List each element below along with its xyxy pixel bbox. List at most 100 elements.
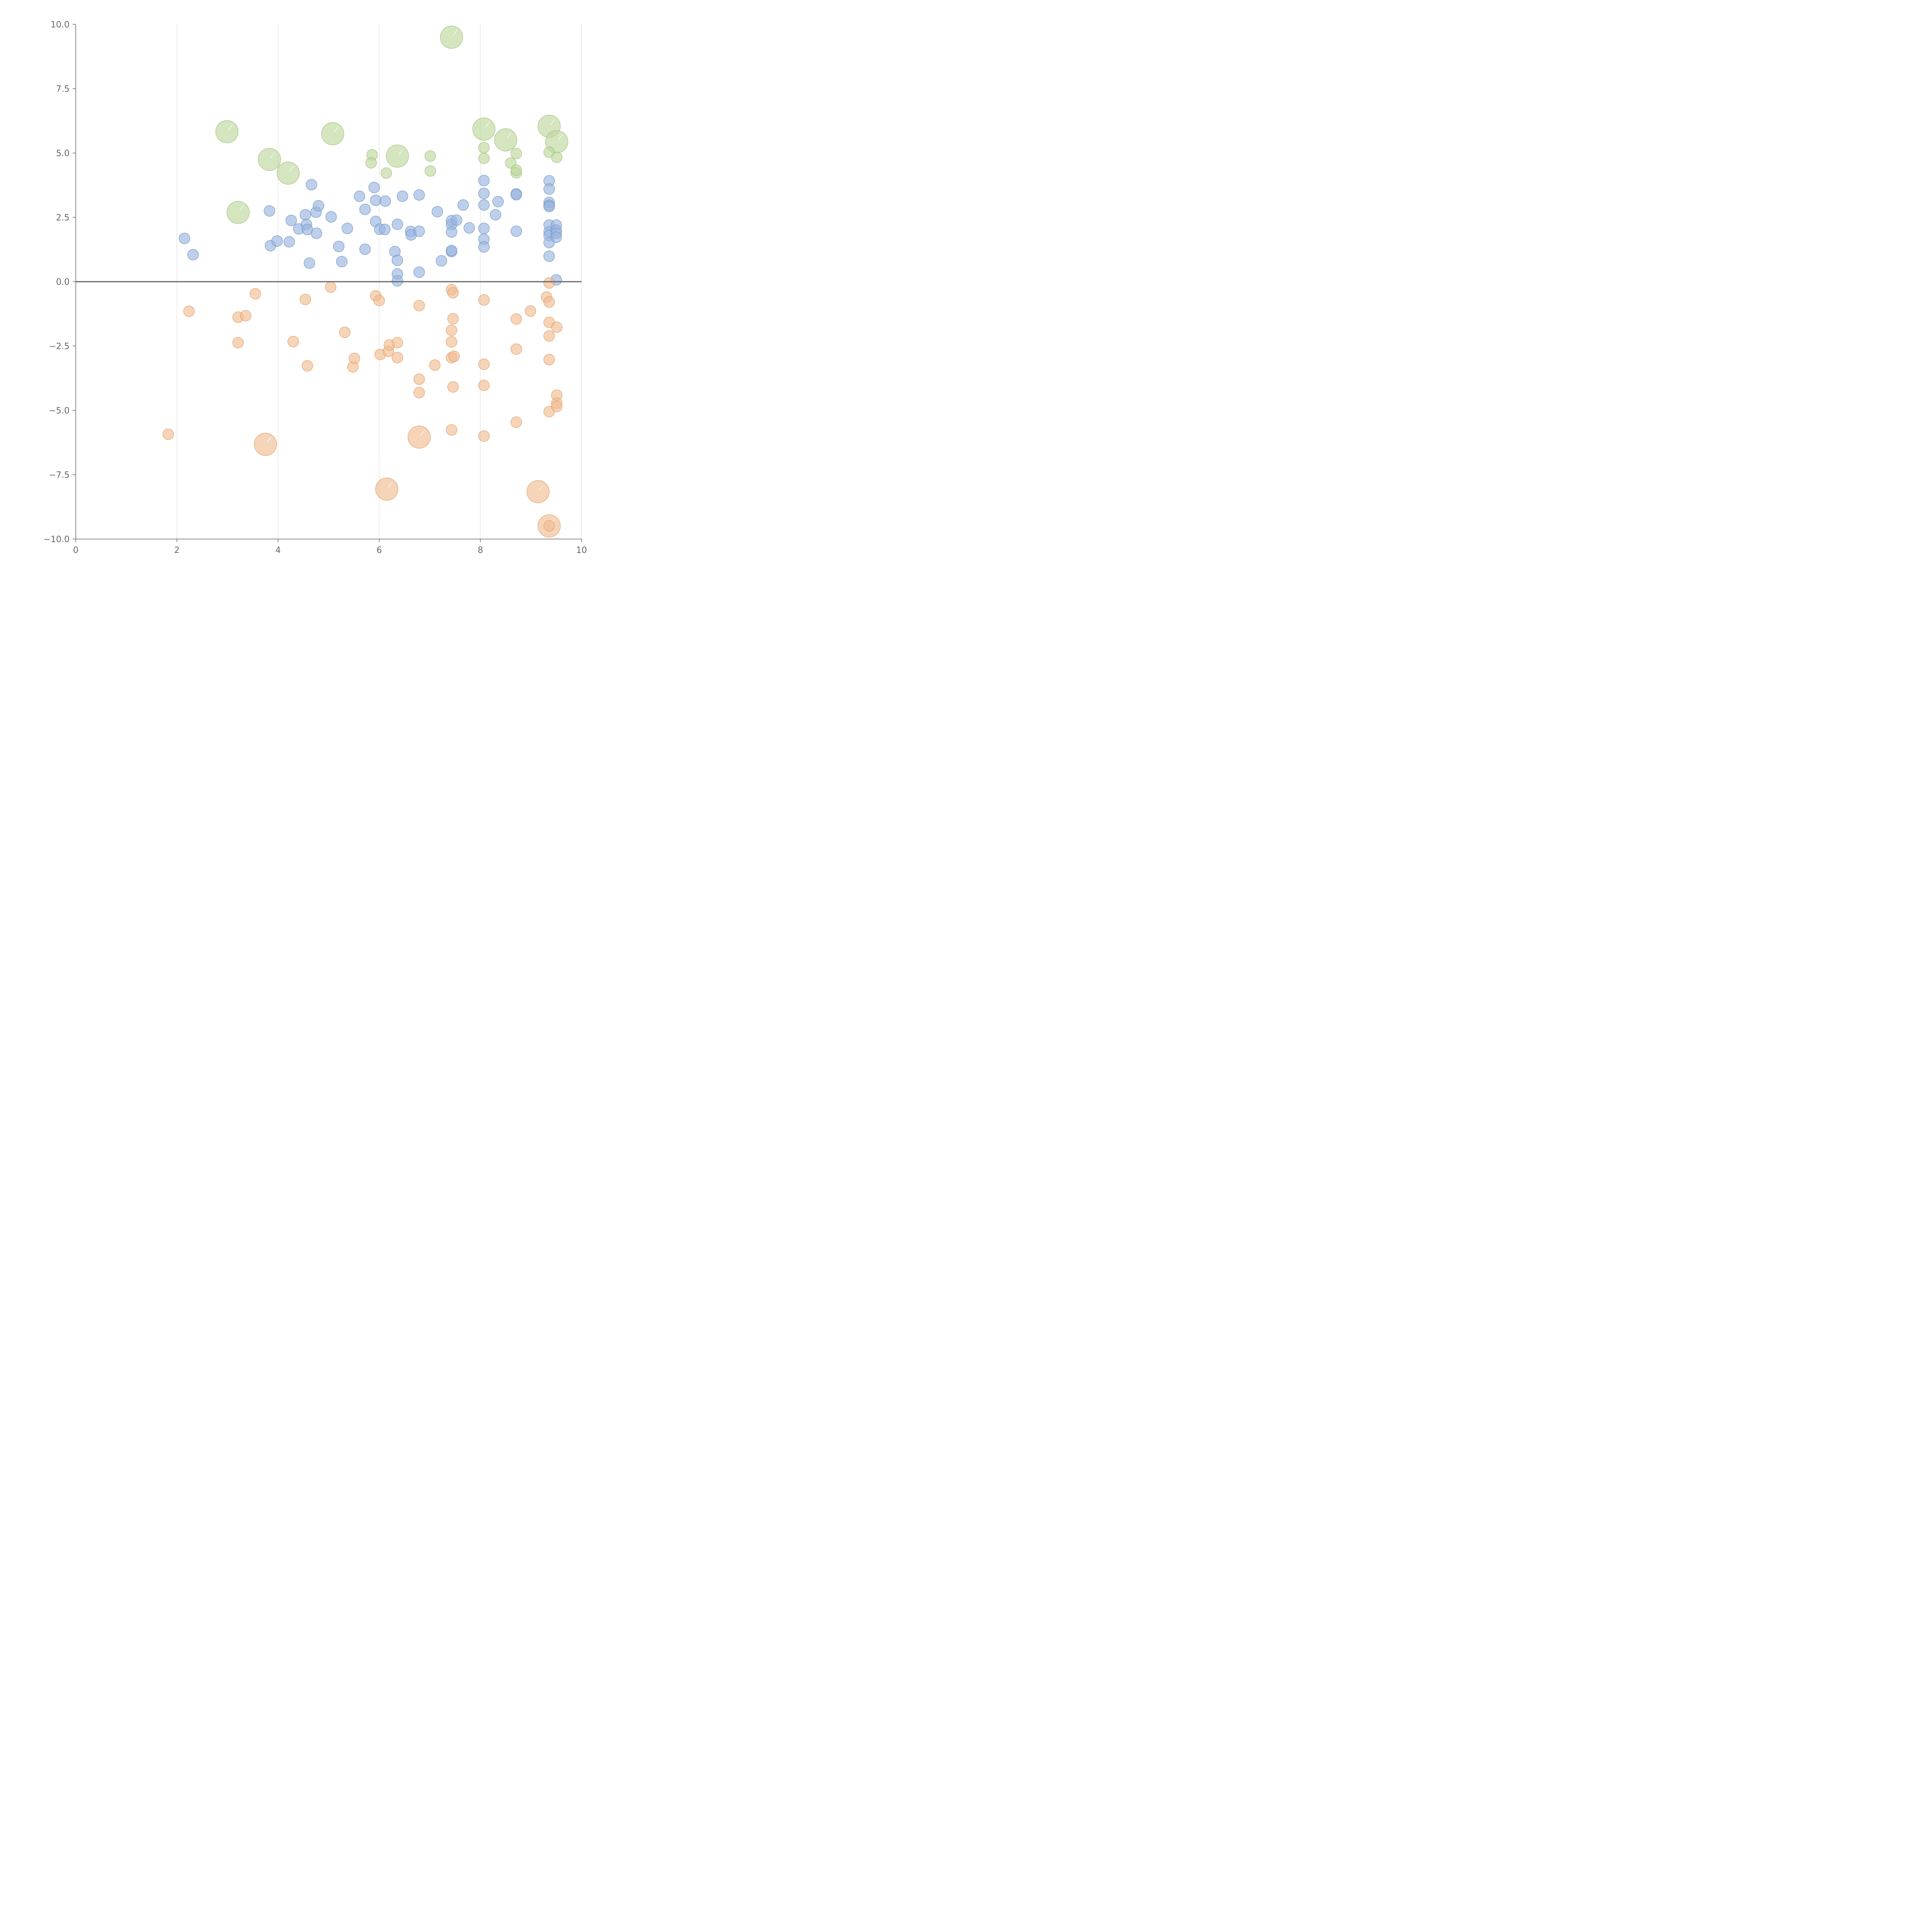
label-leader-line [539, 485, 544, 490]
label-leader-line [550, 119, 555, 125]
x-tick-label: 4 [276, 546, 281, 555]
x-tick-label: 10 [576, 546, 587, 555]
axes-layer: 0 2 4 6 8 10 10.0 7.5 5.0 2.5 0.0 −2.5 −5.0 −7.5 −10.0 [44, 20, 587, 555]
data-point [379, 224, 391, 235]
data-point [240, 310, 252, 321]
data-point [429, 359, 441, 371]
data-point [287, 336, 299, 347]
data-point [375, 478, 398, 501]
data-point [413, 373, 425, 385]
data-point [408, 425, 431, 449]
label-leader-line [289, 166, 294, 172]
data-point [413, 387, 425, 398]
scatter-chart: 0 2 4 6 8 10 10.0 7.5 5.0 2.5 0.0 −2.5 −5.0 −7.5 −10.0 [44, 20, 587, 555]
label-leader-line [270, 152, 275, 158]
data-point [304, 257, 315, 269]
data-point [543, 201, 555, 213]
data-point [478, 175, 490, 187]
y-tick-label: 5.0 [56, 149, 70, 158]
data-point [277, 162, 300, 185]
data-point [413, 266, 425, 278]
data-point [478, 223, 490, 234]
data-point [550, 231, 562, 243]
y-tick-label: −10.0 [44, 535, 70, 544]
data-point [285, 214, 297, 226]
data-point [551, 401, 563, 412]
data-point [440, 26, 463, 49]
data-point [391, 337, 403, 349]
data-point [478, 430, 490, 442]
data-point [510, 313, 522, 325]
data-point [391, 352, 403, 364]
x-tick-label: 8 [478, 546, 483, 555]
data-point [478, 241, 490, 253]
label-leader-line [558, 134, 563, 141]
data-point [448, 350, 460, 362]
x-tick-label: 2 [174, 546, 180, 555]
data-point [478, 359, 490, 370]
data-point [543, 520, 555, 532]
data-point [386, 145, 409, 168]
data-point [478, 294, 490, 306]
data-point [494, 128, 517, 151]
data-point [349, 352, 361, 364]
data-point [543, 330, 555, 342]
data-point [446, 226, 457, 238]
data-point [447, 313, 459, 325]
data-point [226, 201, 250, 224]
data-point [447, 381, 459, 393]
data-point [472, 117, 496, 141]
data-point [490, 209, 502, 221]
label-leader-line [420, 430, 425, 436]
data-point [432, 206, 443, 218]
data-point [336, 256, 348, 267]
y-tick-label: 10.0 [51, 20, 70, 30]
data-point [313, 200, 325, 212]
y-tick-label: −5.0 [49, 406, 70, 416]
data-point [379, 195, 391, 207]
data-point [447, 287, 459, 299]
data-point [380, 167, 392, 179]
data-point [264, 205, 276, 217]
data-point [510, 416, 522, 428]
data-point [525, 305, 536, 317]
data-point [510, 148, 522, 160]
data-point [359, 204, 371, 215]
label-leader-line [398, 149, 403, 155]
data-point [463, 222, 475, 234]
data-point [451, 214, 463, 226]
label-leader-line [228, 124, 233, 131]
data-point [413, 300, 425, 311]
data-point [258, 148, 281, 171]
data-point [551, 151, 563, 163]
data-point [435, 255, 447, 267]
data-point [446, 245, 457, 257]
data-point [311, 228, 322, 239]
data-point [551, 321, 563, 333]
data-point [283, 236, 295, 248]
data-point [543, 277, 555, 289]
data-point [396, 190, 408, 202]
data-point [526, 480, 550, 503]
data-point [446, 325, 457, 336]
data-point [333, 241, 345, 252]
x-tick-label: 0 [73, 546, 78, 555]
data-point [373, 294, 385, 306]
data-point [391, 275, 403, 287]
label-leader-line [507, 133, 512, 139]
data-point [365, 157, 377, 169]
data-point [413, 189, 425, 201]
data-point [510, 343, 522, 355]
data-point [299, 294, 311, 305]
data-point [215, 120, 239, 143]
y-tick-label: 2.5 [56, 213, 70, 223]
y-tick-label: 0.0 [56, 277, 70, 287]
y-tick-label: −2.5 [49, 342, 70, 352]
data-point [478, 199, 490, 211]
data-point [339, 327, 351, 338]
data-point [354, 190, 366, 202]
data-point [413, 225, 425, 237]
data-point [543, 354, 555, 366]
label-leader-line [388, 482, 393, 488]
y-tick-label: 7.5 [56, 85, 70, 94]
